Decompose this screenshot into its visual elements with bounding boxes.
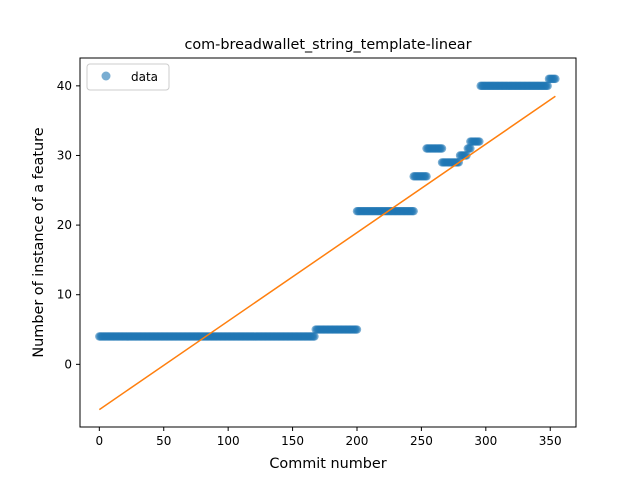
x-tick-label: 200 bbox=[346, 434, 369, 448]
axis-ticks: 0 50 100 150 200 250 300 350 0 10 20 30 40 bbox=[57, 79, 562, 448]
x-tick-label: 300 bbox=[474, 434, 497, 448]
y-tick-label: 30 bbox=[57, 148, 72, 162]
fit-line bbox=[98, 95, 556, 411]
y-tick-label: 40 bbox=[57, 79, 72, 93]
chart-title: com-breadwallet_string_template-linear bbox=[184, 37, 471, 53]
x-axis-label: Commit number bbox=[269, 456, 386, 472]
x-tick-label: 50 bbox=[156, 434, 171, 448]
data-point bbox=[422, 172, 431, 181]
legend-box bbox=[86, 63, 170, 91]
x-tick-label: 100 bbox=[217, 434, 240, 448]
data-point bbox=[462, 151, 471, 160]
x-tick-label: 0 bbox=[96, 434, 104, 448]
y-tick-label: 20 bbox=[57, 218, 72, 232]
data-point bbox=[352, 325, 362, 334]
y-tick-label: 0 bbox=[64, 357, 72, 371]
x-tick-label: 350 bbox=[539, 434, 562, 448]
x-tick-label: 250 bbox=[410, 434, 433, 448]
x-tick-label: 150 bbox=[281, 434, 304, 448]
data-point bbox=[475, 137, 484, 146]
data-point bbox=[551, 74, 560, 84]
data-point bbox=[466, 144, 475, 153]
data-point bbox=[437, 144, 447, 153]
legend: data bbox=[86, 63, 170, 91]
y-tick-label: 10 bbox=[57, 288, 72, 302]
y-axis-label: Number of instance of a feature bbox=[31, 127, 47, 357]
chart-marks bbox=[95, 74, 560, 411]
data-point bbox=[543, 81, 552, 91]
legend-marker bbox=[101, 71, 111, 81]
data-point bbox=[409, 206, 418, 216]
data-point bbox=[310, 332, 319, 341]
legend-label: data bbox=[131, 70, 158, 84]
plot-frame bbox=[79, 57, 577, 428]
